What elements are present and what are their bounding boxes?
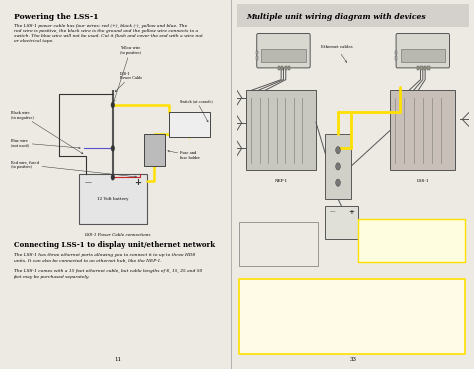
Text: —: —	[84, 180, 91, 186]
FancyBboxPatch shape	[358, 219, 465, 262]
Circle shape	[336, 163, 340, 170]
Text: 12 Volt battery: 12 Volt battery	[97, 197, 128, 201]
Circle shape	[111, 175, 115, 180]
FancyBboxPatch shape	[255, 51, 258, 54]
FancyBboxPatch shape	[239, 279, 465, 355]
FancyBboxPatch shape	[390, 90, 456, 170]
Text: Powering the LSS-1: Powering the LSS-1	[14, 13, 98, 21]
Text: The diagram above shows two HDS units and an LSS-1 connected via an
NEP-1. The p: The diagram above shows two HDS units an…	[277, 284, 429, 313]
Text: The LSS-1 has three ethernet ports allowing you to connect it to up to three HDS: The LSS-1 has three ethernet ports allow…	[14, 253, 195, 262]
FancyBboxPatch shape	[401, 49, 445, 62]
FancyBboxPatch shape	[424, 66, 426, 70]
Text: Red wire, fused
(to positive): Red wire, fused (to positive)	[11, 160, 137, 177]
FancyBboxPatch shape	[395, 56, 397, 60]
FancyBboxPatch shape	[288, 66, 291, 70]
FancyBboxPatch shape	[281, 66, 283, 70]
Text: Black wire
(to negative): Black wire (to negative)	[11, 111, 83, 154]
Circle shape	[111, 145, 115, 151]
Circle shape	[336, 146, 340, 154]
FancyBboxPatch shape	[428, 66, 430, 70]
Text: Connecting LSS-1 to display unit/ethernet network: Connecting LSS-1 to display unit/etherne…	[14, 241, 215, 249]
Text: 33: 33	[350, 357, 356, 362]
Text: Fuse and
fuse holder: Fuse and fuse holder	[168, 150, 200, 160]
Text: LSS-1 Power Cable connections: LSS-1 Power Cable connections	[84, 233, 151, 237]
FancyBboxPatch shape	[246, 90, 316, 170]
FancyBboxPatch shape	[325, 206, 358, 239]
Text: +: +	[134, 178, 141, 187]
FancyBboxPatch shape	[417, 66, 419, 70]
Text: Blue wire
(not used): Blue wire (not used)	[11, 139, 80, 149]
FancyBboxPatch shape	[396, 34, 449, 68]
Text: Ethernet cables: Ethernet cables	[320, 45, 352, 62]
Text: +: +	[348, 208, 354, 215]
FancyBboxPatch shape	[255, 56, 258, 60]
Circle shape	[336, 179, 340, 186]
FancyBboxPatch shape	[420, 66, 423, 70]
Text: 11: 11	[114, 357, 121, 362]
Text: Yellow wire
(to positive): Yellow wire (to positive)	[114, 46, 141, 102]
Text: Switch (at console): Switch (at console)	[180, 99, 213, 122]
Text: —: —	[329, 209, 335, 214]
FancyBboxPatch shape	[79, 174, 146, 224]
Text: The LSS-1 comes with a 15 feet ethernet cable, but cable lengths of 6, 15, 25 an: The LSS-1 comes with a 15 feet ethernet …	[14, 269, 202, 279]
FancyBboxPatch shape	[261, 49, 306, 62]
FancyBboxPatch shape	[239, 223, 319, 266]
FancyBboxPatch shape	[395, 51, 397, 54]
FancyBboxPatch shape	[284, 66, 287, 70]
Text: LSS-1: LSS-1	[417, 179, 429, 183]
FancyBboxPatch shape	[325, 134, 351, 199]
FancyBboxPatch shape	[169, 112, 210, 138]
Text: LSS-1
Power Cable: LSS-1 Power Cable	[115, 72, 142, 92]
FancyBboxPatch shape	[278, 66, 280, 70]
Text: Fuse and fuse holder. The
red wire from each power ca-
ble should be fused betwe: Fuse and fuse holder. The red wire from …	[244, 226, 299, 245]
Text: The four yellow wires (Acces-
sory Wake Up lines) from
each power cable should b: The four yellow wires (Acces- sory Wake …	[363, 223, 417, 242]
FancyBboxPatch shape	[144, 134, 164, 166]
Circle shape	[111, 102, 115, 108]
FancyBboxPatch shape	[237, 4, 469, 27]
FancyBboxPatch shape	[257, 34, 310, 68]
Text: NEP-1: NEP-1	[274, 179, 288, 183]
Text: The LSS-1 power cable has four wires; red (+), black (-), yellow and blue. The
r: The LSS-1 power cable has four wires; re…	[14, 24, 202, 43]
Text: Multiple unit wiring diagram with devices: Multiple unit wiring diagram with device…	[246, 13, 426, 21]
